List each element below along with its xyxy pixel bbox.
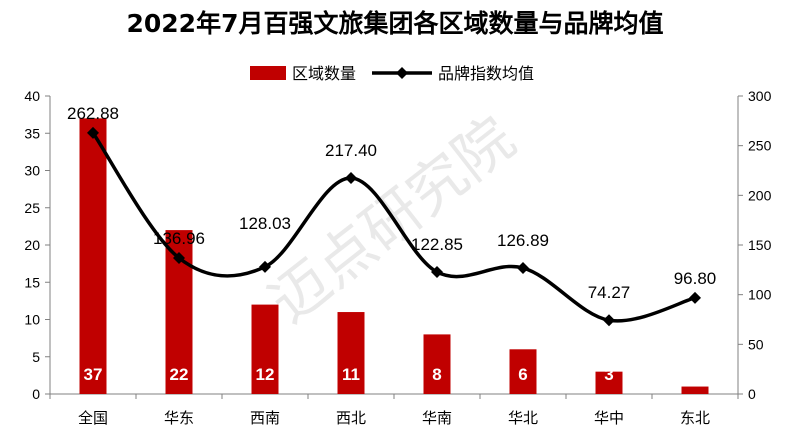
line-marker — [173, 251, 185, 264]
bar-series — [79, 118, 709, 394]
bar — [509, 349, 537, 394]
line-data-label: 122.85 — [411, 235, 463, 254]
line-data-label: 74.27 — [588, 283, 631, 302]
bar-data-label: 12 — [256, 365, 275, 384]
axes: 0 5 10 15 20 25 30 35 40 0 50 100 150 200 250 300 全国 华东 西南… — [24, 88, 771, 427]
watermark: 迈点研究院 — [257, 104, 527, 336]
legend-label-bar: 区域数量 — [292, 64, 356, 83]
line-data-label: 217.40 — [325, 141, 377, 160]
bar-data-label: 37 — [84, 365, 103, 384]
y-right-tick-label: 0 — [748, 386, 756, 402]
y-left-tick-label: 15 — [24, 274, 40, 290]
bar-data-label: 6 — [518, 365, 527, 384]
bar-data-label: 3 — [604, 365, 613, 384]
x-tick-label: 东北 — [680, 409, 710, 427]
line-marker — [603, 314, 615, 327]
line-series — [87, 126, 701, 327]
x-tick-label: 全国 — [78, 409, 108, 427]
y-right-tick-label: 50 — [748, 336, 764, 352]
y-right-tick-label: 200 — [748, 187, 772, 203]
line-data-label: 126.89 — [497, 231, 549, 250]
data-labels: 37 22 12 11 8 6 3 262.88 136.96 128.03 217.40 122.8… — [67, 104, 716, 384]
y-left-tick-label: 5 — [32, 349, 40, 365]
line-marker — [431, 265, 443, 278]
y-left-tick-label: 0 — [32, 386, 40, 402]
bar — [595, 371, 623, 394]
line-marker — [259, 260, 271, 273]
bar-data-label: 11 — [342, 365, 360, 384]
y-left-tick-label: 40 — [24, 88, 40, 104]
chart-title: 2022年7月百强文旅集团各区域数量与品牌均值 — [127, 9, 664, 38]
line-data-label: 136.96 — [153, 229, 205, 248]
y-left-tick-label: 35 — [24, 125, 40, 141]
bar-data-label: 22 — [170, 365, 189, 384]
legend-swatch-marker — [396, 67, 408, 79]
line-marker — [87, 126, 99, 139]
bar — [79, 118, 107, 394]
x-tick-label: 西北 — [336, 409, 366, 427]
line-data-label: 262.88 — [67, 104, 119, 123]
line-data-label: 96.80 — [674, 269, 717, 288]
line-marker — [345, 172, 357, 185]
y-right-tick-label: 150 — [748, 237, 772, 253]
bar — [423, 334, 451, 394]
y-right-tick-label: 300 — [748, 88, 772, 104]
y-left-tick-label: 20 — [24, 237, 40, 253]
line-marker — [517, 261, 529, 274]
y-left-tick-label: 10 — [24, 312, 40, 328]
x-tick-label: 华南 — [422, 409, 452, 427]
legend-label-line: 品牌指数均值 — [438, 64, 534, 83]
line-data-label: 128.03 — [239, 214, 291, 233]
y-left-tick-label: 25 — [24, 200, 40, 216]
legend-swatch-bar — [250, 66, 286, 80]
y-right-tick-label: 250 — [748, 138, 772, 154]
y-right-tick-label: 100 — [748, 287, 772, 303]
bar — [337, 312, 365, 394]
y-left-tick-label: 30 — [24, 163, 40, 179]
x-tick-label: 华中 — [594, 409, 624, 427]
legend: 区域数量 品牌指数均值 — [250, 64, 534, 83]
bar — [681, 386, 709, 394]
x-tick-label: 华北 — [508, 409, 538, 427]
x-tick-label: 西南 — [250, 409, 280, 427]
line-marker — [689, 291, 701, 304]
bar — [251, 304, 279, 394]
x-tick-label: 华东 — [164, 409, 194, 427]
bar-data-label: 8 — [432, 365, 441, 384]
